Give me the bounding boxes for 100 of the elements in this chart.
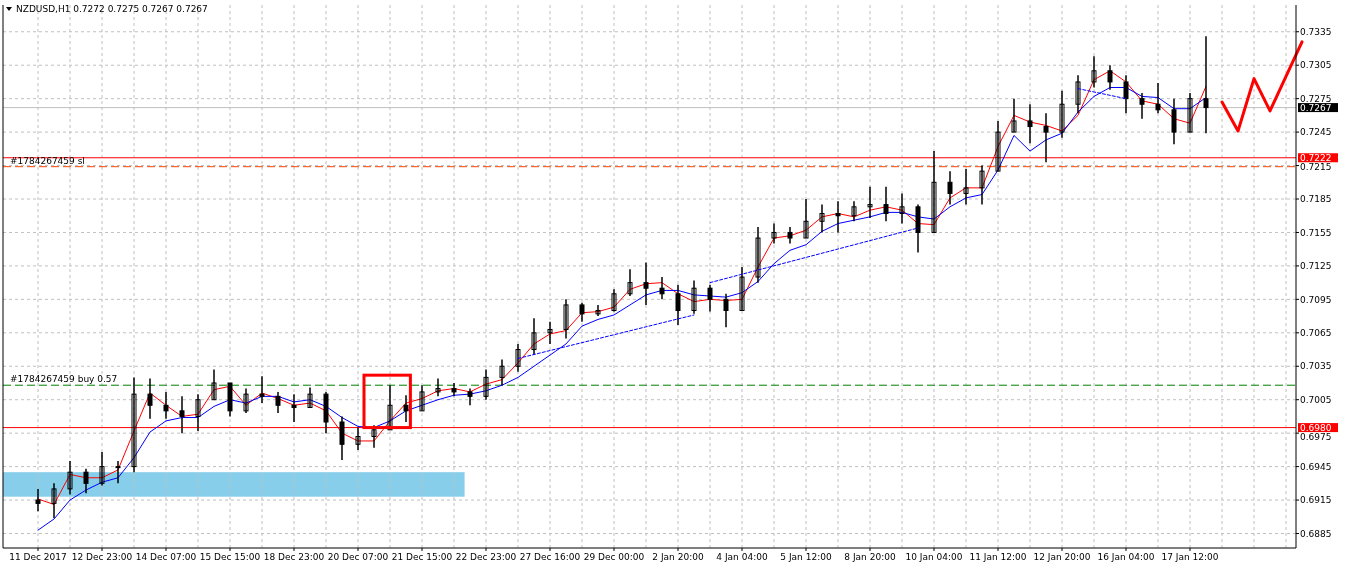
candlestick <box>851 200 857 223</box>
candlestick <box>35 488 41 512</box>
candlestick <box>179 395 185 434</box>
candlestick <box>339 415 345 461</box>
x-tick-label: 20 Dec 07:00 <box>327 552 389 562</box>
y-tick-label: 0.7305 <box>1300 60 1332 71</box>
candlestick <box>131 376 137 473</box>
candlestick <box>211 368 217 401</box>
candlestick <box>67 460 73 496</box>
y-tick-label: 0.7155 <box>1300 227 1332 238</box>
x-tick-label: 11 Jan 12:00 <box>969 552 1027 562</box>
x-tick-label: 16 Jan 04:00 <box>1097 552 1155 562</box>
candlestick <box>83 468 89 495</box>
y-tick-label: 0.7185 <box>1300 194 1332 205</box>
candlestick <box>243 387 249 414</box>
candlestick <box>387 384 393 431</box>
candlestick <box>195 393 201 432</box>
y-tick-label: 0.7005 <box>1300 394 1332 405</box>
y-tick-label: 0.7095 <box>1300 294 1332 305</box>
candlestick <box>499 358 505 386</box>
candlestick <box>1011 97 1017 133</box>
candlestick <box>147 377 153 420</box>
candlestick <box>771 222 777 245</box>
candlestick <box>115 460 121 485</box>
x-tick-label: 29 Dec 00:00 <box>583 552 645 562</box>
candlestick <box>995 120 1001 172</box>
y-tick-label: 0.6945 <box>1300 461 1332 472</box>
candlestick <box>867 185 873 219</box>
ref-line-label: 0.7222 <box>1300 152 1332 163</box>
y-tick-label: 0.7125 <box>1300 261 1332 272</box>
x-tick-label: 17 Jan 12:00 <box>1161 552 1219 562</box>
candlestick <box>627 268 633 297</box>
candlestick <box>1075 74 1081 114</box>
candlestick <box>563 298 569 340</box>
candlestick <box>691 279 697 315</box>
y-tick-label: 0.7245 <box>1300 127 1332 138</box>
x-tick-label: 21 Dec 15:00 <box>391 552 453 562</box>
y-tick-label: 0.6975 <box>1300 431 1332 442</box>
candlestick <box>531 317 537 356</box>
x-tick-label: 10 Jan 04:00 <box>905 552 963 562</box>
candlestick <box>99 451 105 487</box>
candlestick <box>1107 64 1113 91</box>
ref-line-label: #1784267459 buy 0.57 <box>10 374 118 385</box>
candlestick <box>611 288 617 313</box>
candlestick <box>723 293 729 328</box>
candlestick <box>51 482 57 519</box>
candlestick <box>1091 55 1097 89</box>
candlestick <box>1171 97 1177 146</box>
candlestick <box>899 192 905 225</box>
y-tick-label: 0.6885 <box>1300 528 1332 539</box>
candlestick <box>371 424 377 449</box>
x-tick-label: 22 Dec 23:00 <box>455 552 517 562</box>
chart-title: NZDUSD,H1 0.7272 0.7275 0.7267 0.7267 <box>16 4 208 14</box>
candlestick <box>163 391 169 420</box>
x-tick-label: 4 Jan 04:00 <box>716 552 768 562</box>
candlestick <box>1187 92 1193 133</box>
x-tick-label: 14 Dec 07:00 <box>135 552 197 562</box>
candlestick <box>419 384 425 412</box>
candlestick <box>1043 112 1049 163</box>
candlestick <box>675 284 681 326</box>
candlestick <box>1139 92 1145 120</box>
x-tick-label: 15 Dec 15:00 <box>199 552 261 562</box>
x-tick-label: 5 Jan 12:00 <box>780 552 832 562</box>
ref-line-label: 0.6980 <box>1300 422 1332 433</box>
candlestick <box>403 394 409 423</box>
candlestick <box>659 276 665 301</box>
y-tick-label: 0.7275 <box>1300 93 1332 104</box>
x-tick-label: 2 Jan 20:00 <box>652 552 704 562</box>
candlestick <box>755 226 761 284</box>
candlestick <box>643 261 649 306</box>
x-tick-label: 18 Dec 23:00 <box>263 552 325 562</box>
candlestick <box>307 386 313 409</box>
candlestick <box>355 426 361 451</box>
candlestick <box>1123 74 1129 114</box>
y-tick-label: 0.7065 <box>1300 327 1332 338</box>
candlestick <box>275 391 281 414</box>
y-tick-label: 0.7215 <box>1300 161 1332 172</box>
candlestick <box>435 377 441 398</box>
ref-line-label: 0.7267 <box>1300 102 1332 113</box>
candlestick <box>579 301 585 323</box>
candlestick <box>259 375 265 404</box>
y-tick-label: 0.7035 <box>1300 361 1332 372</box>
candlestick <box>291 393 297 423</box>
candlestick <box>947 170 953 206</box>
x-tick-label: 12 Dec 23:00 <box>71 552 133 562</box>
candlestick <box>979 164 985 206</box>
x-tick-label: 27 Dec 16:00 <box>519 552 581 562</box>
x-tick-label: 12 Jan 20:00 <box>1033 552 1091 562</box>
x-tick-label: 11 Dec 2017 <box>9 552 67 562</box>
y-tick-label: 0.7335 <box>1300 26 1332 37</box>
candlestick <box>835 200 841 234</box>
candlestick <box>483 368 489 401</box>
candlestick <box>547 320 553 345</box>
candlestick <box>707 284 713 313</box>
candlestick <box>1203 35 1209 134</box>
candlestick <box>819 203 825 234</box>
candlestick <box>595 304 601 317</box>
candlestick <box>1027 103 1033 145</box>
candlestick <box>883 185 889 223</box>
candlestick <box>931 150 937 234</box>
